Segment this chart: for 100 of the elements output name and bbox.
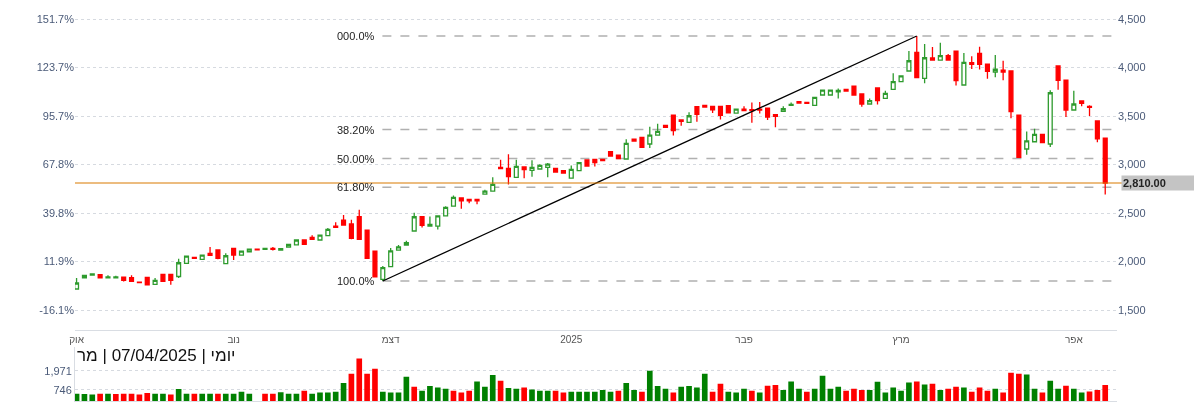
bar — [906, 382, 912, 402]
candlestick — [136, 281, 142, 284]
bar — [513, 388, 520, 402]
candlestick — [812, 96, 818, 107]
bar — [521, 387, 527, 402]
x-tick-label: נוב — [227, 334, 240, 346]
bar — [811, 388, 818, 402]
candlestick — [576, 162, 582, 172]
bar — [835, 386, 842, 402]
candlestick — [105, 274, 111, 279]
candlestick — [765, 107, 771, 121]
y2-tick-label: 123.7% — [36, 61, 75, 74]
bar — [1055, 388, 1061, 402]
bar — [434, 387, 441, 402]
candlestick — [890, 72, 896, 90]
candlestick — [819, 89, 826, 96]
candlestick — [639, 136, 645, 149]
bar — [584, 391, 590, 402]
bar — [843, 390, 849, 402]
annotation: 000.0% — [337, 30, 375, 42]
candlestick — [215, 249, 221, 260]
bar — [968, 391, 975, 402]
bar — [599, 389, 606, 402]
x-tick-label: פבר — [735, 334, 753, 346]
y-tick-label: 2,500 — [1118, 206, 1146, 219]
candlestick — [435, 215, 441, 231]
y2-tick-label: 151.7% — [36, 12, 75, 25]
y-tick-label: 3,500 — [1118, 109, 1146, 122]
bar — [756, 392, 763, 402]
y-tick-label: 2,000 — [1118, 255, 1146, 268]
bar — [474, 381, 480, 402]
candlestick — [474, 198, 480, 205]
annotation: 100.0% — [337, 275, 375, 287]
candlestick — [607, 151, 614, 157]
candlestick — [1086, 104, 1093, 117]
candlestick — [293, 239, 300, 246]
candlestick — [395, 244, 402, 251]
candlestick — [741, 105, 747, 112]
bar — [144, 392, 151, 402]
candlestick — [89, 272, 95, 277]
ref-line-label: 2,810.00 — [1123, 177, 1166, 189]
candlestick — [419, 216, 425, 229]
bar — [576, 391, 582, 402]
bar — [858, 389, 865, 402]
x-tick-label: מרץ — [892, 334, 910, 346]
candlestick — [984, 63, 991, 80]
bar — [1023, 374, 1030, 402]
annotation: יומי | 07/04/2025 | מר — [77, 346, 236, 365]
bar — [741, 388, 747, 402]
candlestick — [1079, 100, 1085, 107]
bar — [780, 389, 787, 402]
candlestick — [1039, 133, 1045, 144]
bar — [529, 389, 535, 402]
candlestick — [238, 250, 245, 256]
annotation: 61.80% — [337, 181, 375, 193]
bar — [120, 393, 127, 402]
candlestick — [702, 104, 708, 108]
bar — [489, 374, 496, 402]
candlestick — [851, 85, 857, 96]
candlestick — [647, 126, 653, 149]
y-tick-label: 746 — [53, 383, 72, 396]
x-tick-label: אפר — [1064, 334, 1084, 346]
candlestick — [623, 138, 629, 160]
candlestick — [1031, 128, 1038, 143]
bar — [152, 393, 158, 402]
bar — [207, 393, 213, 402]
bar — [372, 368, 378, 402]
candlestick — [121, 275, 127, 283]
bar — [537, 390, 543, 402]
bar — [796, 388, 802, 402]
annotation: 50.00% — [337, 153, 375, 165]
bar — [851, 388, 857, 402]
y2-tick-label: 67.8% — [42, 158, 75, 171]
candlestick — [1063, 79, 1069, 118]
candlestick — [725, 105, 731, 114]
bar — [1063, 385, 1069, 402]
candlestick — [670, 114, 676, 137]
candlestick — [1000, 60, 1006, 81]
candlestick — [443, 205, 449, 217]
candlestick — [922, 43, 928, 84]
bar — [222, 393, 229, 402]
candlestick — [262, 247, 268, 251]
candlestick — [796, 101, 802, 104]
bar — [246, 393, 253, 402]
candlestick — [1024, 130, 1030, 156]
candlestick — [364, 229, 370, 260]
candlestick — [906, 50, 912, 72]
bar — [113, 394, 119, 402]
bar — [364, 373, 370, 402]
candlestick — [545, 162, 551, 178]
candlestick — [317, 234, 323, 241]
candlestick — [333, 221, 339, 228]
bar — [544, 390, 551, 402]
y2-tick-label: -16.1% — [39, 303, 75, 316]
bar — [686, 386, 692, 402]
candlestick — [1008, 70, 1014, 120]
bar — [356, 358, 363, 402]
candlestick — [584, 159, 590, 167]
candlestick — [1055, 65, 1061, 91]
y-tick-label: 1,971 — [44, 364, 72, 377]
